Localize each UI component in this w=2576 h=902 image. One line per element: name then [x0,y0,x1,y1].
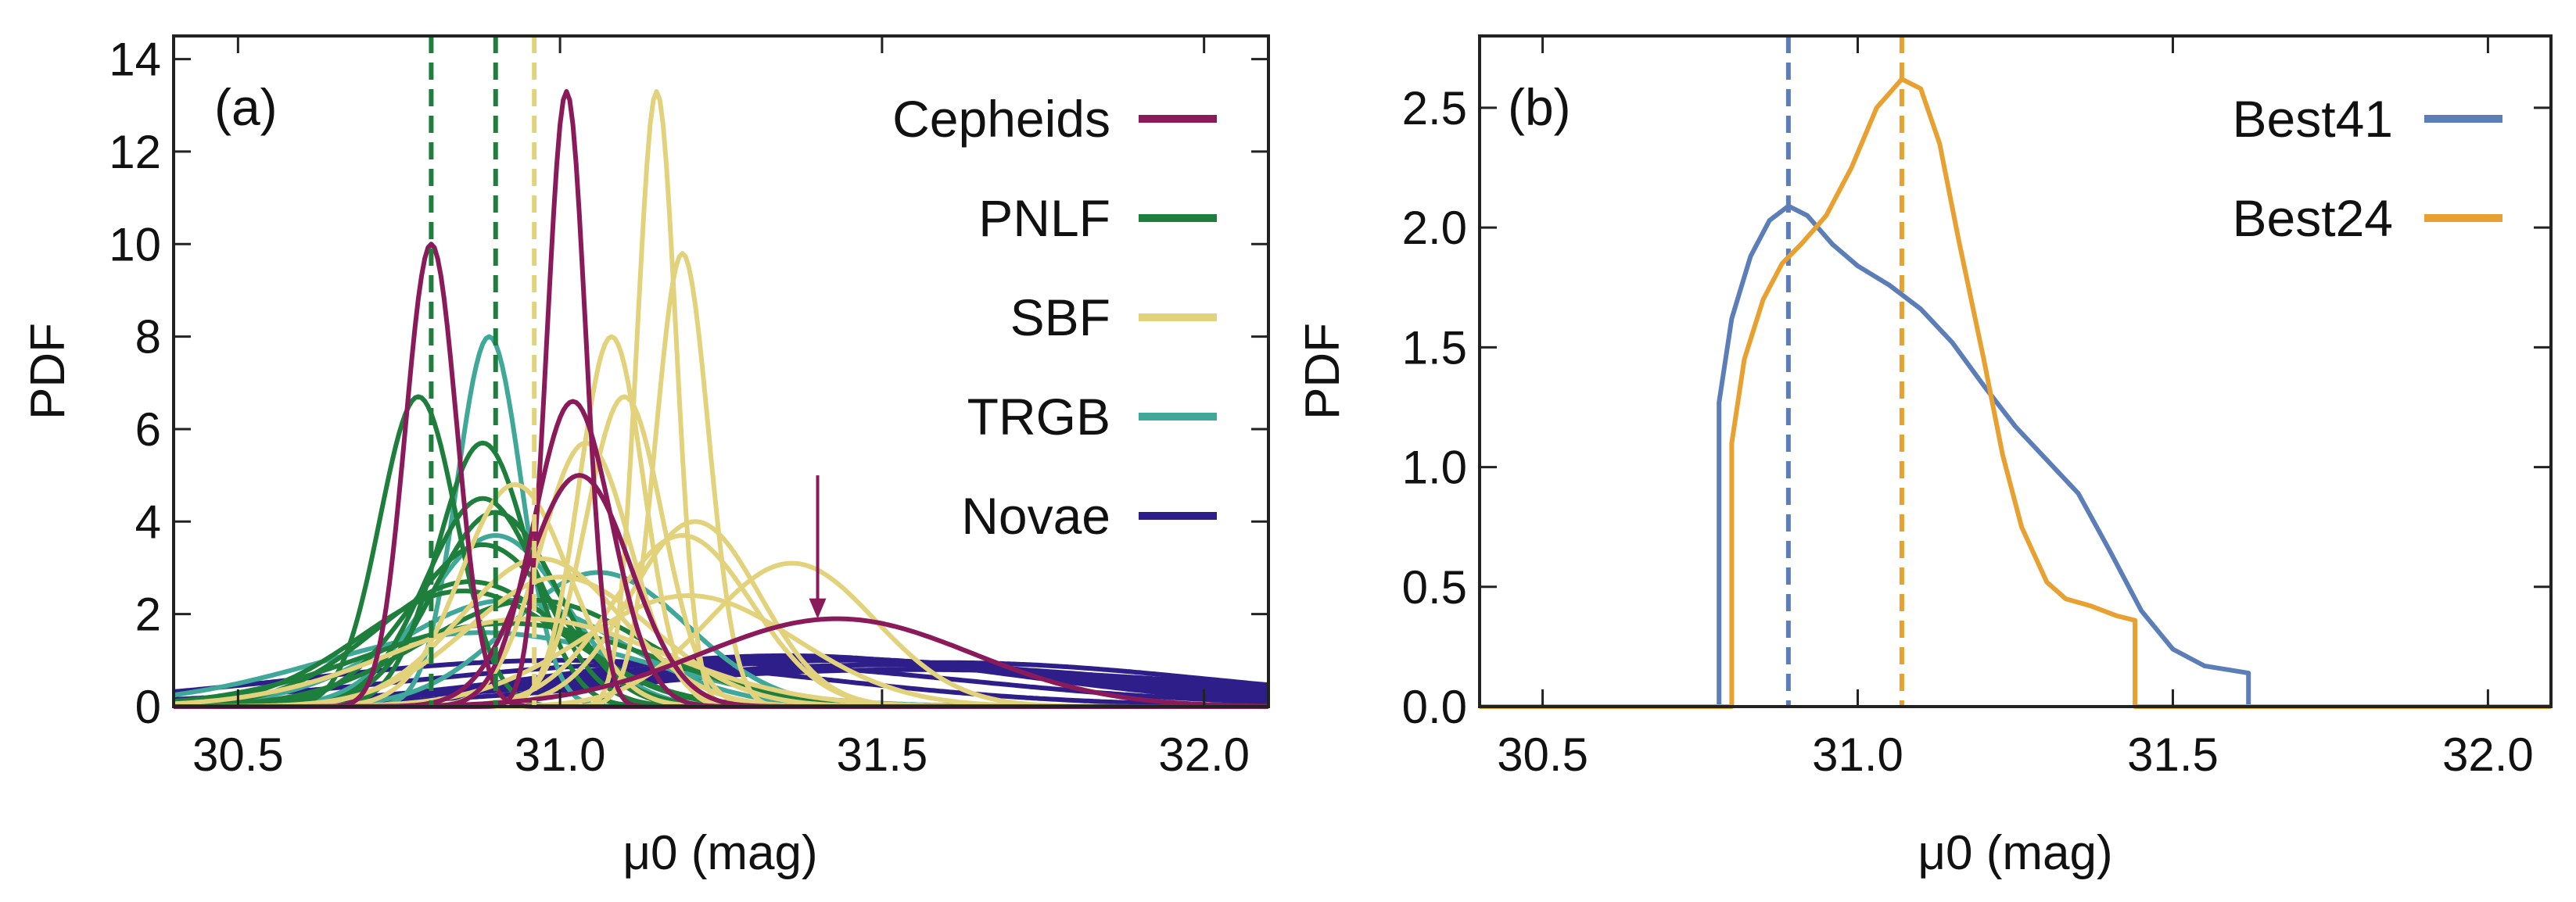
y-axis-label-a: PDF [21,323,75,420]
y-tick-label: 2.0 [1402,202,1467,254]
reference-lines-a [429,36,537,707]
pdf-curve-best41 [1480,203,2551,709]
legend-label-novae: Novae [961,487,1110,545]
legend-label-cepheids: Cepheids [892,90,1110,148]
y-axis-label-b: PDF [1296,323,1350,420]
x-tick-label: 31.5 [836,728,927,781]
legend-item: PNLF [978,189,1217,247]
y-tick-label: 2 [135,589,161,641]
y-tick-label: 10 [109,218,161,270]
legend-item: Best41 [2233,90,2502,148]
legend-a: Cepheids PNLF SBF TRGB Novae [892,90,1217,545]
y-tick-label: 12 [109,126,161,178]
plot-frame-a [172,34,1270,708]
panel-label-a: (a) [214,78,278,136]
legend-item: Cepheids [892,90,1217,148]
x-tick-label: 32.0 [1158,728,1250,781]
panel-a: 0 2 4 6 8 10 12 14 30.5 31.0 31.5 32.0 (a) PDF μ0 … [21,34,1270,880]
legend-label-pnlf: PNLF [978,189,1110,247]
legend-label-best41: Best41 [2233,90,2393,148]
y-tick-label: 0 [135,681,161,733]
y-tick-label: 4 [135,496,161,548]
y-tick-label: 8 [135,311,161,363]
panel-b: 0.00.51.01.52.02.5 30.5 31.0 31.5 32.0 (b) … [1296,34,2553,880]
y-tick-label: 0.0 [1402,681,1467,733]
legend-label-best24: Best24 [2233,189,2393,247]
x-ticks-b: 30.5 31.0 31.5 32.0 [1497,36,2534,781]
legend-item: SBF [1010,288,1217,346]
x-tick-label: 30.5 [192,728,284,781]
reference-lines-b [1785,36,1904,707]
legend-b: Best41 Best24 [2233,90,2502,247]
x-axis-label-b: μ0 (mag) [1918,826,2112,880]
x-tick-label: 31.0 [515,728,606,781]
x-ticks-a: 30.5 31.0 31.5 32.0 [192,36,1250,781]
curves-b [1480,77,2551,709]
plot-frame-b [1478,34,2553,708]
y-tick-label: 0.5 [1402,561,1467,614]
arrow-a [809,475,827,619]
plot-area-b [1480,36,2551,707]
pdf-curve-best24 [1480,77,2551,709]
x-tick-label: 31.0 [1812,728,1903,781]
legend-item: Novae [961,487,1217,545]
y-tick-label: 6 [135,403,161,456]
arrow-head [809,598,827,619]
y-tick-label: 2.5 [1402,82,1467,134]
y-tick-label: 1.5 [1402,321,1467,374]
legend-item: TRGB [967,388,1217,446]
legend-label-sbf: SBF [1010,288,1110,346]
legend-item: Best24 [2233,189,2502,247]
legend-label-trgb: TRGB [967,388,1110,446]
x-tick-label: 31.5 [2127,728,2219,781]
plot-area-a [174,36,1268,707]
x-tick-label: 30.5 [1497,728,1588,781]
x-tick-label: 32.0 [2442,728,2534,781]
x-axis-label-a: μ0 (mag) [622,826,817,880]
y-ticks-a: 0 2 4 6 8 10 12 14 [109,34,1268,733]
panel-label-b: (b) [1508,78,1571,136]
y-tick-label: 14 [109,34,161,86]
y-tick-label: 1.0 [1402,442,1467,494]
